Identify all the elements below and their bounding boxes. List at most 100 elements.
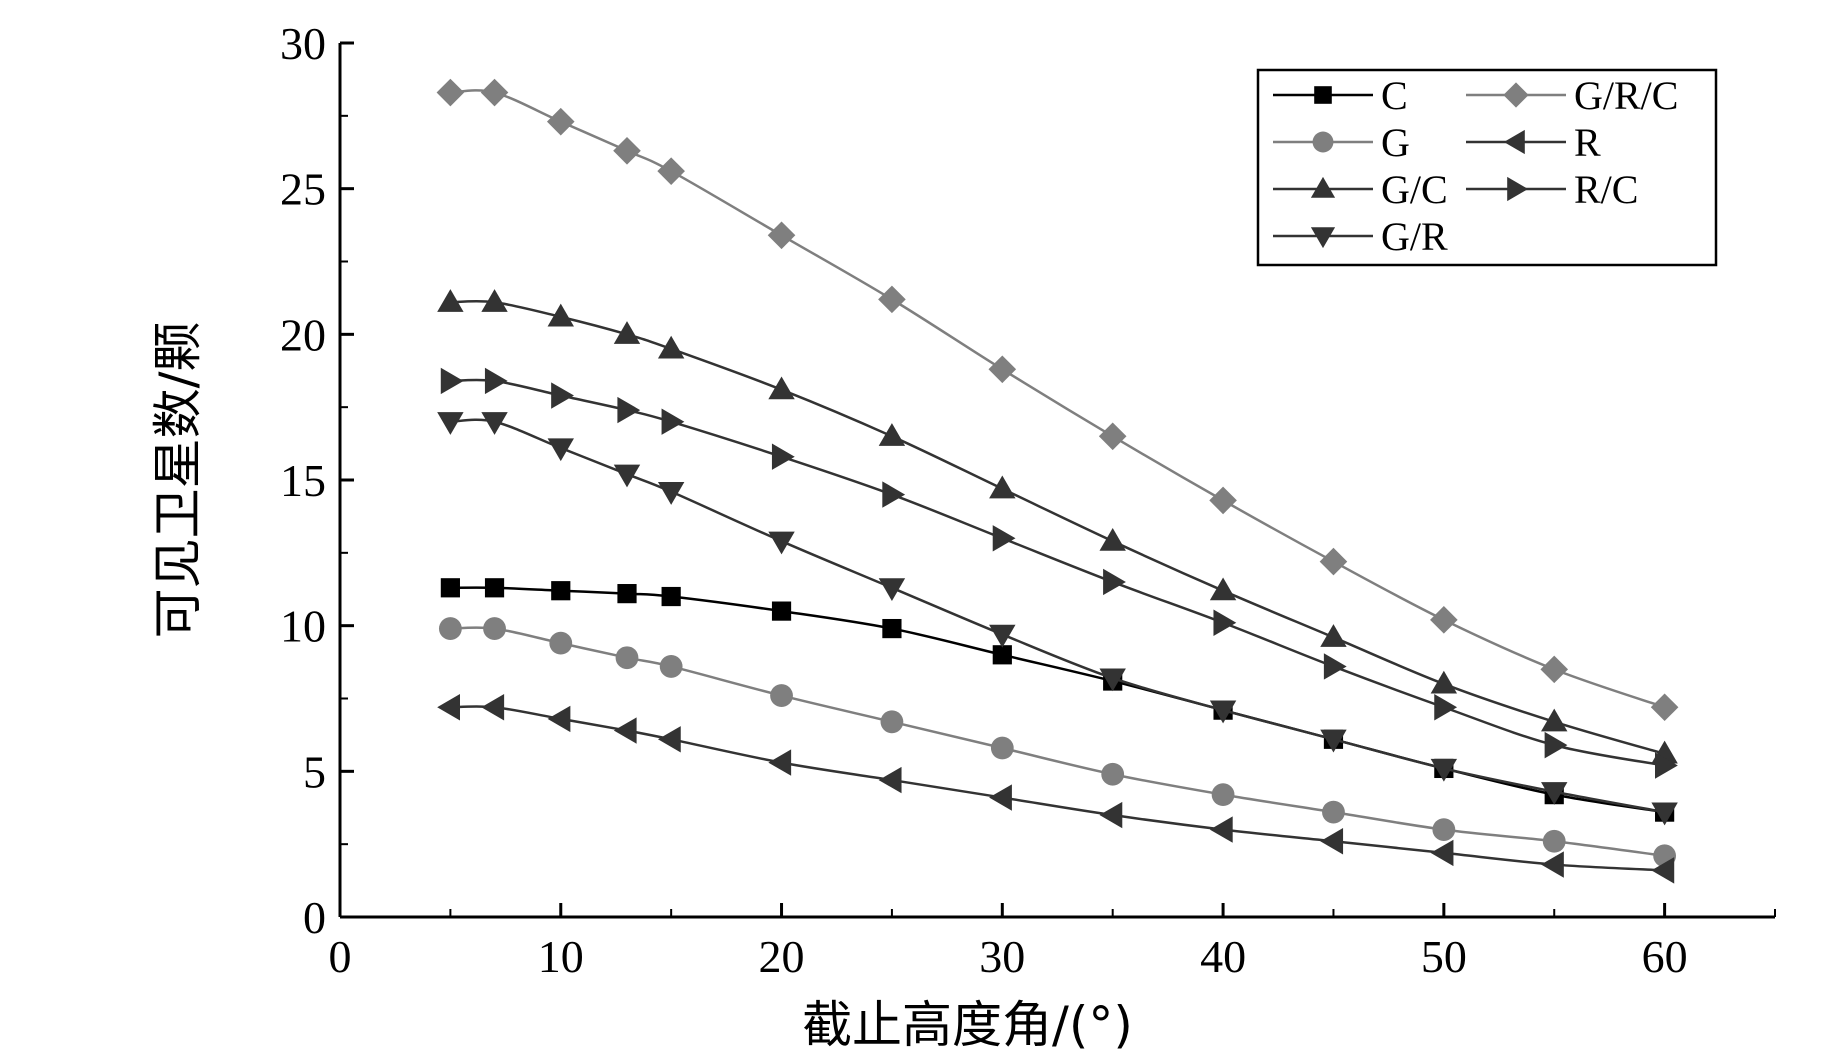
y-tick-label: 5 bbox=[303, 746, 326, 797]
data-point bbox=[1209, 577, 1237, 601]
series-r-c bbox=[440, 367, 1678, 779]
data-point bbox=[1655, 752, 1678, 779]
data-point bbox=[484, 578, 505, 598]
data-point bbox=[440, 578, 460, 598]
data-point bbox=[657, 482, 685, 505]
data-point bbox=[547, 303, 574, 327]
data-point bbox=[1430, 839, 1454, 867]
y-ticks: 0 5 10 15 20 25 30 bbox=[280, 18, 354, 943]
x-tick-label: 60 bbox=[1642, 931, 1688, 982]
x-tick-label: 0 bbox=[329, 931, 352, 982]
y-tick-label: 30 bbox=[280, 18, 326, 69]
data-point bbox=[878, 285, 906, 314]
legend-label: C bbox=[1381, 73, 1408, 118]
data-point bbox=[546, 107, 575, 136]
data-point bbox=[1101, 762, 1125, 786]
data-point bbox=[657, 726, 681, 753]
data-point bbox=[613, 321, 641, 344]
y-axis-title: 可见卫星数/颗 bbox=[149, 322, 207, 639]
data-point bbox=[1209, 700, 1237, 724]
data-point bbox=[1322, 800, 1345, 824]
data-point bbox=[551, 382, 574, 409]
legend-label: G/C bbox=[1381, 167, 1448, 212]
data-point bbox=[1651, 802, 1678, 826]
data-point bbox=[617, 584, 637, 604]
y-tick-label: 15 bbox=[280, 455, 326, 506]
data-point bbox=[1209, 486, 1237, 515]
data-point bbox=[484, 367, 508, 395]
data-point bbox=[440, 367, 464, 395]
data-point bbox=[1542, 829, 1566, 853]
legend-marker bbox=[1310, 176, 1336, 198]
data-point bbox=[1323, 653, 1347, 680]
data-point bbox=[882, 481, 906, 508]
data-point bbox=[882, 618, 902, 639]
data-point bbox=[1320, 624, 1347, 647]
data-point bbox=[549, 631, 573, 655]
y-tick-label: 0 bbox=[303, 892, 326, 943]
data-point bbox=[1541, 708, 1568, 732]
data-point bbox=[1430, 606, 1458, 634]
legend-marker bbox=[1312, 131, 1334, 153]
y-tick-label: 20 bbox=[280, 309, 326, 360]
data-point bbox=[661, 408, 685, 435]
x-tick-label: 20 bbox=[759, 931, 805, 982]
legend-marker bbox=[1314, 86, 1332, 104]
data-point bbox=[1213, 609, 1237, 636]
data-point bbox=[483, 617, 506, 640]
data-point bbox=[547, 438, 574, 462]
data-point bbox=[613, 136, 641, 165]
data-point bbox=[878, 766, 902, 794]
x-axis-title: 截止高度角/(°) bbox=[802, 996, 1133, 1054]
legend-item-g-r-c: G/R/C bbox=[1466, 73, 1678, 118]
data-point bbox=[1544, 731, 1568, 759]
series-g bbox=[438, 617, 1677, 868]
legend-item-g-r: G/R bbox=[1273, 214, 1448, 259]
series-line bbox=[450, 378, 1665, 767]
legend-label: G/R/C bbox=[1574, 73, 1678, 118]
data-point bbox=[438, 617, 462, 640]
legend-items: C G/R/C G R G/C R/C G/R bbox=[1273, 73, 1678, 259]
series-g-c bbox=[437, 289, 1678, 764]
legend-item-r: R bbox=[1466, 120, 1601, 165]
data-point bbox=[657, 335, 685, 359]
data-point bbox=[989, 624, 1016, 648]
data-point bbox=[989, 784, 1012, 811]
data-point bbox=[1099, 527, 1126, 551]
data-point bbox=[1103, 568, 1126, 596]
data-point bbox=[1651, 857, 1675, 884]
legend-marker bbox=[1310, 227, 1336, 249]
data-point bbox=[481, 412, 508, 435]
legend-box bbox=[1256, 68, 1718, 267]
data-point bbox=[1320, 828, 1344, 855]
data-point bbox=[1319, 547, 1348, 576]
plot-area bbox=[436, 78, 1679, 884]
x-ticks: 0 10 20 30 40 50 60 bbox=[329, 903, 1776, 982]
data-point bbox=[437, 412, 464, 435]
data-point bbox=[1099, 668, 1126, 692]
legend-marker bbox=[1503, 82, 1529, 108]
series-line bbox=[450, 299, 1665, 756]
legend-label: R/C bbox=[1574, 167, 1638, 212]
data-point bbox=[1434, 694, 1458, 721]
data-point bbox=[878, 578, 906, 601]
legend-label: R bbox=[1574, 120, 1601, 165]
data-point bbox=[1432, 818, 1456, 841]
legend-label: G bbox=[1381, 120, 1410, 165]
legend-label: G/R bbox=[1381, 214, 1448, 259]
data-point bbox=[1540, 655, 1569, 684]
y-tick-label: 25 bbox=[280, 164, 326, 215]
legend-item-g-c: G/C bbox=[1273, 167, 1448, 212]
data-point bbox=[661, 586, 681, 607]
y-tick-label: 10 bbox=[280, 601, 326, 652]
data-point bbox=[551, 581, 571, 601]
data-point bbox=[990, 736, 1014, 760]
data-point bbox=[547, 705, 571, 733]
series-layer bbox=[436, 78, 1679, 884]
data-point bbox=[659, 655, 683, 678]
data-point bbox=[771, 443, 795, 470]
legend: C G/R/C G R G/C R/C G/R bbox=[1256, 68, 1718, 267]
data-point bbox=[770, 684, 793, 707]
data-point bbox=[615, 646, 639, 670]
